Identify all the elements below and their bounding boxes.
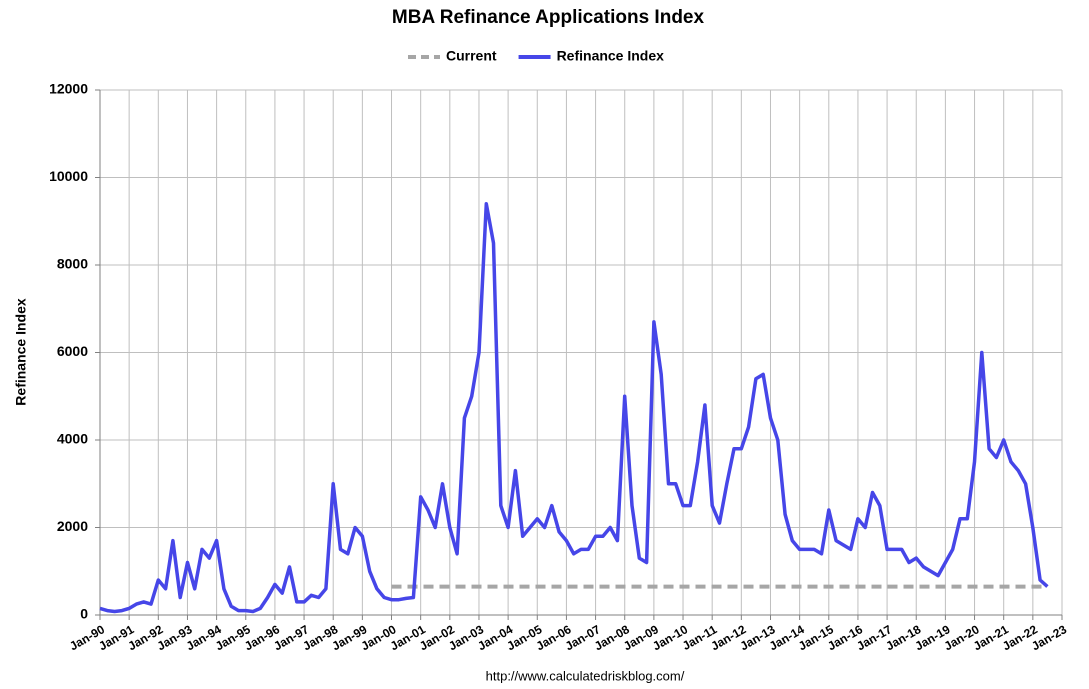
y-tick-label: 12000 bbox=[49, 81, 88, 97]
y-tick-label: 2000 bbox=[57, 518, 88, 534]
y-tick-label: 8000 bbox=[57, 256, 88, 272]
series-line bbox=[99, 202, 1049, 614]
y-tick-label: 6000 bbox=[57, 343, 88, 359]
y-axis-label: Refinance Index bbox=[13, 298, 29, 406]
y-tick-label: 4000 bbox=[57, 431, 88, 447]
y-tick-label: 10000 bbox=[49, 168, 88, 184]
y-tick-label: 0 bbox=[80, 606, 88, 622]
chart-title: MBA Refinance Applications Index bbox=[392, 7, 705, 28]
source: http://www.calculatedriskblog.com/ bbox=[486, 668, 685, 683]
legend-label: Current bbox=[446, 48, 497, 64]
legend-label: Refinance Index bbox=[557, 48, 665, 64]
